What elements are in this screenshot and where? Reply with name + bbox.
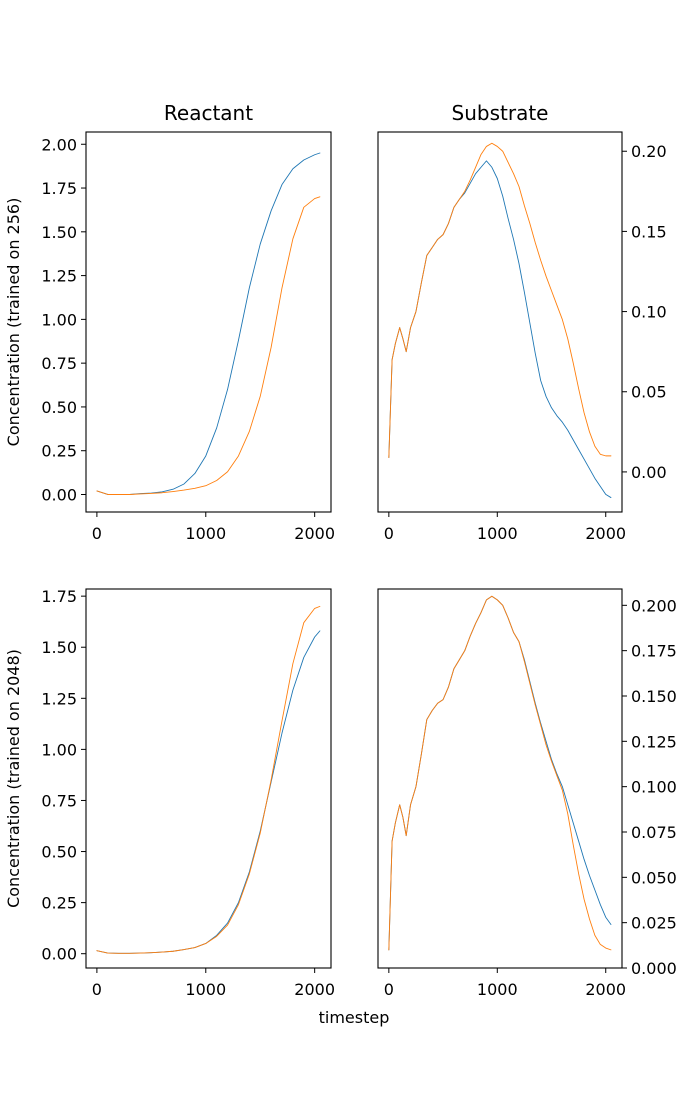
x-tick-label: 0	[384, 980, 394, 999]
x-tick-label: 1000	[477, 524, 518, 543]
x-tick-label: 0	[384, 524, 394, 543]
y-tick-label: 1.00	[41, 310, 77, 329]
y-tick-label: 0.050	[631, 868, 677, 887]
y-tick-label: 1.25	[41, 267, 77, 286]
y-axis-label: Concentration (trained on 256)	[4, 198, 23, 447]
x-tick-label: 2000	[294, 980, 335, 999]
y-tick-label: 1.00	[41, 740, 77, 759]
y-tick-label: 2.00	[41, 135, 77, 154]
y-tick-label: 0.175	[631, 642, 677, 661]
y-tick-label: 0.25	[41, 442, 77, 461]
y-tick-label: 0.50	[41, 398, 77, 417]
x-tick-label: 0	[92, 980, 102, 999]
y-tick-label: 0.50	[41, 843, 77, 862]
plot-frame	[85, 131, 332, 513]
x-tick-label: 2000	[585, 524, 626, 543]
y-tick-label: 0.75	[41, 791, 77, 810]
y-tick-label: 0.200	[631, 596, 677, 615]
x-tick-label: 0	[92, 524, 102, 543]
x-tick-label: 1000	[185, 524, 226, 543]
plot-frame	[377, 131, 623, 513]
y-tick-label: 1.50	[41, 638, 77, 657]
y-axis-label: Concentration (trained on 2048)	[4, 649, 23, 908]
series-line-1	[388, 595, 612, 951]
series-line-1	[96, 630, 321, 954]
series-line-2	[96, 605, 321, 954]
x-tick-label: 2000	[585, 980, 626, 999]
series-line-1	[388, 160, 612, 499]
x-tick-label: 1000	[477, 980, 518, 999]
y-tick-label: 0.75	[41, 354, 77, 373]
series-line-2	[388, 142, 612, 458]
y-tick-label: 1.25	[41, 689, 77, 708]
y-tick-label: 0.05	[631, 383, 667, 402]
x-tick-label: 2000	[294, 524, 335, 543]
y-tick-label: 0.00	[41, 945, 77, 964]
y-tick-label: 0.025	[631, 914, 677, 933]
plot-frame	[85, 588, 332, 969]
panel-substrate-256: 0 1000 2000 0.00 0.05 0.10 0.15 0.20 Substrate	[377, 101, 667, 543]
y-tick-label: 0.20	[631, 142, 667, 161]
y-tick-label: 1.75	[41, 179, 77, 198]
series-line-2	[96, 196, 321, 495]
y-tick-label: 1.75	[41, 587, 77, 606]
y-tick-label: 0.000	[631, 959, 677, 978]
y-tick-label: 0.15	[631, 222, 667, 241]
figure-x-axis-label: timestep	[319, 1008, 390, 1027]
plot-frame	[377, 588, 623, 969]
y-tick-label: 0.00	[631, 463, 667, 482]
series-line-1	[96, 152, 321, 495]
panel-title: Reactant	[164, 101, 253, 125]
x-tick-label: 1000	[185, 980, 226, 999]
y-tick-label: 0.10	[631, 303, 667, 322]
y-tick-label: 0.125	[631, 732, 677, 751]
y-tick-label: 0.00	[41, 485, 77, 504]
panel-reactant-256: 0 1000 2000 0.00 0.25 0.50 0.75 1.00 1.25 1.50 1.7…	[4, 101, 335, 543]
y-tick-label: 1.50	[41, 223, 77, 242]
y-tick-label: 0.150	[631, 687, 677, 706]
y-tick-label: 0.100	[631, 778, 677, 797]
panel-title: Substrate	[452, 101, 549, 125]
y-tick-label: 0.075	[631, 823, 677, 842]
series-line-2	[388, 595, 612, 951]
y-tick-label: 0.25	[41, 894, 77, 913]
panel-substrate-2048: 0 1000 2000 0.000 0.025 0.050 0.075 0.100 0.125 0…	[377, 588, 677, 999]
panel-reactant-2048: 0 1000 2000 0.00 0.25 0.50 0.75 1.00 1.25 1.50 1.7…	[4, 587, 335, 999]
